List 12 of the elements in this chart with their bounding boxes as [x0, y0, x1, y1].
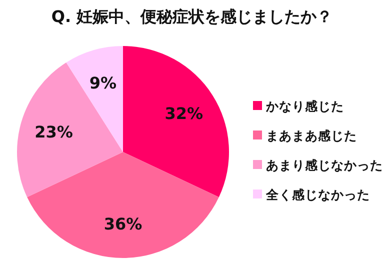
data-label: 36% [104, 214, 142, 234]
data-label: 23% [34, 122, 73, 142]
data-label: 9% [89, 73, 116, 92]
pie-slice [123, 46, 229, 198]
legend-label: まあまあ感じた [266, 128, 357, 143]
pie-slice [17, 62, 123, 198]
legend-label: かなり感じた [265, 98, 344, 114]
legend-label: あまり感じなかった [266, 158, 383, 172]
pie-slice [27, 152, 219, 258]
chart-title: Q. 妊娠中、便秘症状を感じましたか？ [51, 7, 333, 26]
data-label: 32% [164, 104, 204, 123]
legend-label: 全く感じなかった [265, 187, 370, 202]
